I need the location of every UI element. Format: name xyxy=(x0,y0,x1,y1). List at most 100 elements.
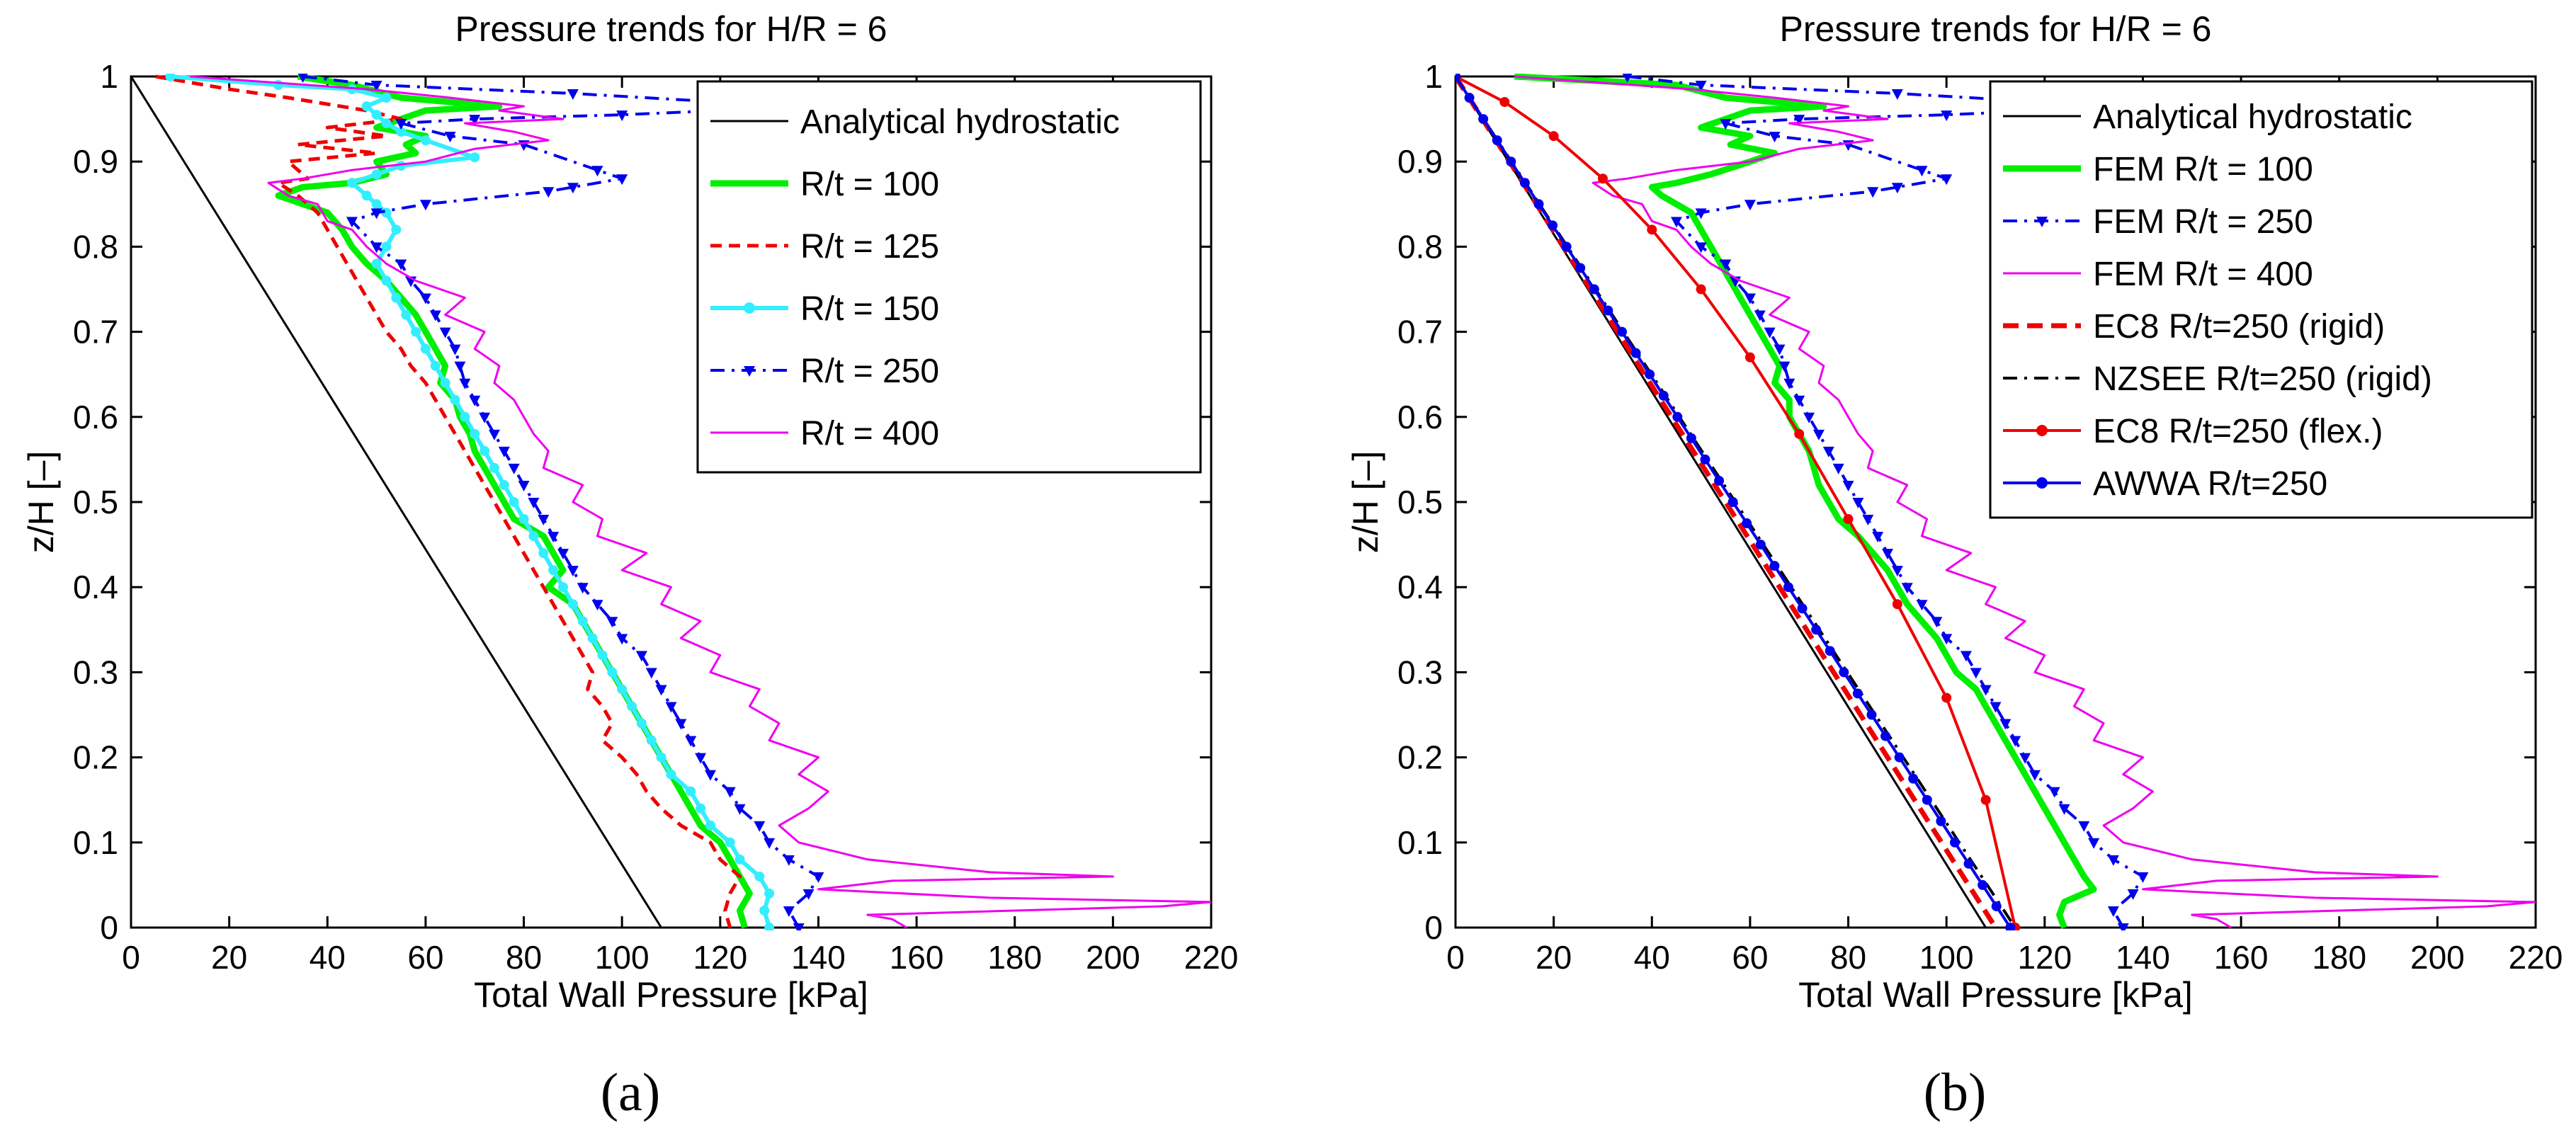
series-marker-4 xyxy=(469,395,481,406)
series-marker-7 xyxy=(1658,390,1669,401)
series-marker-4 xyxy=(479,412,491,423)
series-marker-4 xyxy=(812,872,824,883)
series-marker-4 xyxy=(685,736,697,747)
series-marker-3 xyxy=(371,199,382,210)
y-tick-label: 0.5 xyxy=(1397,484,1443,520)
series-marker-4 xyxy=(429,310,441,321)
series-marker-2 xyxy=(1941,174,1953,186)
series-marker-6 xyxy=(1597,173,1608,184)
legend-label-5: R/t = 400 xyxy=(800,415,939,452)
series-marker-2 xyxy=(1744,293,1756,304)
series-marker-6 xyxy=(1843,514,1854,525)
series-marker-3 xyxy=(371,258,382,269)
series-marker-4 xyxy=(439,327,451,338)
series-marker-7 xyxy=(1589,284,1599,295)
series-marker-7 xyxy=(2005,923,2016,930)
x-tick-label: 200 xyxy=(1086,939,1140,976)
series-marker-4 xyxy=(567,183,579,194)
series-line-5 xyxy=(190,75,1211,929)
series-marker-4 xyxy=(547,532,560,543)
series-marker-4 xyxy=(764,838,776,849)
series-line-0 xyxy=(131,76,662,928)
series-marker-3 xyxy=(346,84,357,95)
series-marker-3 xyxy=(430,360,441,371)
x-axis-label: Total Wall Pressure [kPa] xyxy=(1798,975,2193,1015)
legend-label-4: EC8 R/t=250 (rigid) xyxy=(2093,308,2385,346)
series-marker-3 xyxy=(548,565,559,576)
series-marker-7 xyxy=(1866,709,1877,720)
series-marker-7 xyxy=(1575,263,1586,273)
series-marker-6 xyxy=(1892,599,1902,610)
y-tick-label: 0.1 xyxy=(73,824,118,861)
series-marker-3 xyxy=(567,599,578,610)
series-marker-7 xyxy=(1506,156,1516,167)
series-marker-3 xyxy=(646,735,657,746)
series-marker-2 xyxy=(1852,498,1864,508)
x-tick-label: 60 xyxy=(1732,939,1768,976)
series-marker-2 xyxy=(1882,549,1893,560)
series-marker-2 xyxy=(1793,115,1805,126)
x-tick-label: 120 xyxy=(693,939,747,976)
series-marker-7 xyxy=(1742,518,1752,529)
series-marker-3 xyxy=(391,224,402,235)
legend-label-0: Analytical hydrostatic xyxy=(800,103,1120,141)
series-marker-3 xyxy=(470,152,480,163)
chart-title: Pressure trends for H/R = 6 xyxy=(1780,9,2212,49)
series-marker-3 xyxy=(401,309,412,320)
series-marker-2 xyxy=(1872,532,1884,543)
series-marker-2 xyxy=(1999,719,2012,730)
series-marker-7 xyxy=(1533,199,1544,210)
series-marker-7 xyxy=(1936,816,1946,826)
legend-label-1: FEM R/t = 100 xyxy=(2093,151,2313,188)
y-tick-label: 0.9 xyxy=(1397,143,1443,180)
y-tick-label: 0.8 xyxy=(1397,228,1443,265)
legend-label-7: AWWA R/t=250 xyxy=(2093,465,2327,503)
series-marker-3 xyxy=(528,531,539,542)
series-marker-3 xyxy=(381,93,392,103)
series-marker-2 xyxy=(1970,668,1982,679)
series-marker-6 xyxy=(1980,794,1991,805)
series-marker-3 xyxy=(764,888,775,899)
series-marker-2 xyxy=(1695,242,1707,253)
y-tick-label: 0.2 xyxy=(73,739,118,776)
series-marker-3 xyxy=(509,497,519,507)
series-marker-7 xyxy=(1797,603,1808,614)
series-marker-4 xyxy=(577,583,589,594)
panel-label-b: (b) xyxy=(1923,1063,1987,1122)
series-marker-2 xyxy=(1891,183,1903,194)
series-marker-4 xyxy=(449,344,461,355)
series-marker-3 xyxy=(470,428,480,439)
series-marker-4 xyxy=(704,770,716,781)
y-tick-label: 0.4 xyxy=(73,569,118,605)
series-marker-4 xyxy=(606,617,618,628)
series-marker-7 xyxy=(1492,135,1502,146)
series-marker-2 xyxy=(1764,327,1776,338)
x-tick-label: 20 xyxy=(1536,939,1572,976)
x-tick-label: 200 xyxy=(2410,939,2465,976)
series-marker-7 xyxy=(1630,348,1641,358)
series-marker-2 xyxy=(1916,600,1928,611)
series-marker-4 xyxy=(616,110,628,122)
series-marker-7 xyxy=(1825,646,1835,656)
legend-label-2: FEM R/t = 250 xyxy=(2093,203,2313,241)
legend-box xyxy=(1989,80,2534,519)
series-marker-4 xyxy=(346,217,358,228)
y-tick-label: 0.5 xyxy=(73,484,118,520)
y-tick-label: 0.6 xyxy=(1397,399,1443,435)
series-marker-3 xyxy=(754,871,765,882)
series-marker-7 xyxy=(1894,752,1905,763)
series-marker-3 xyxy=(656,752,666,763)
series-marker-4 xyxy=(567,566,579,577)
series-marker-2 xyxy=(1891,89,1903,101)
series-marker-2 xyxy=(1803,412,1815,423)
x-tick-label: 40 xyxy=(1634,939,1670,976)
series-marker-2 xyxy=(1812,429,1825,440)
y-tick-label: 0.7 xyxy=(1397,314,1443,350)
series-marker-3 xyxy=(346,178,357,188)
series-marker-2 xyxy=(1720,259,1732,270)
x-tick-label: 20 xyxy=(211,939,247,976)
series-line-2 xyxy=(155,74,742,928)
series-marker-6 xyxy=(1499,97,1510,108)
legend-marker-3 xyxy=(744,302,755,314)
series-marker-4 xyxy=(655,685,667,696)
